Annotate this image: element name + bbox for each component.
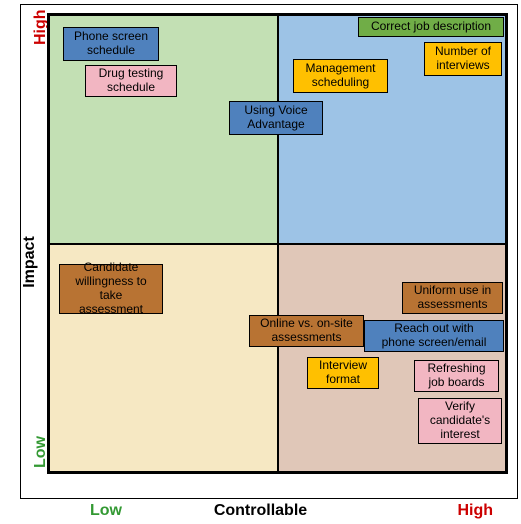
matrix-grid: Phone screen schedule Drug testing schedu… — [47, 13, 508, 474]
node-uniform-use: Uniform use in assessments — [402, 282, 503, 314]
node-online-vs: Online vs. on-site assessments — [249, 315, 364, 347]
node-phone-screen: Phone screen schedule — [63, 27, 159, 61]
node-reach-out: Reach out with phone screen/email — [364, 320, 504, 352]
node-refresh-boards: Refreshing job boards — [414, 360, 499, 392]
node-interview-fmt: Interview format — [307, 357, 379, 389]
node-correct-job: Correct job description — [358, 17, 504, 37]
node-mgmt-sched: Management scheduling — [293, 59, 388, 93]
node-verify-interest: Verify candidate's interest — [418, 398, 502, 444]
quadrant-matrix: Impact High Low Controllable Low High Ph… — [0, 0, 521, 524]
y-axis-title: Impact — [21, 236, 39, 288]
node-voice-adv: Using Voice Advantage — [229, 101, 323, 135]
node-num-interviews: Number of interviews — [424, 42, 502, 76]
x-axis-title: Controllable — [214, 502, 307, 520]
x-axis-high-label: High — [457, 502, 493, 520]
node-drug-testing: Drug testing schedule — [85, 65, 177, 97]
nodes-layer: Phone screen schedule Drug testing schedu… — [49, 15, 506, 472]
node-candidate-will: Candidate willingness to take assessment — [59, 264, 163, 314]
x-axis-low-label: Low — [90, 502, 122, 520]
